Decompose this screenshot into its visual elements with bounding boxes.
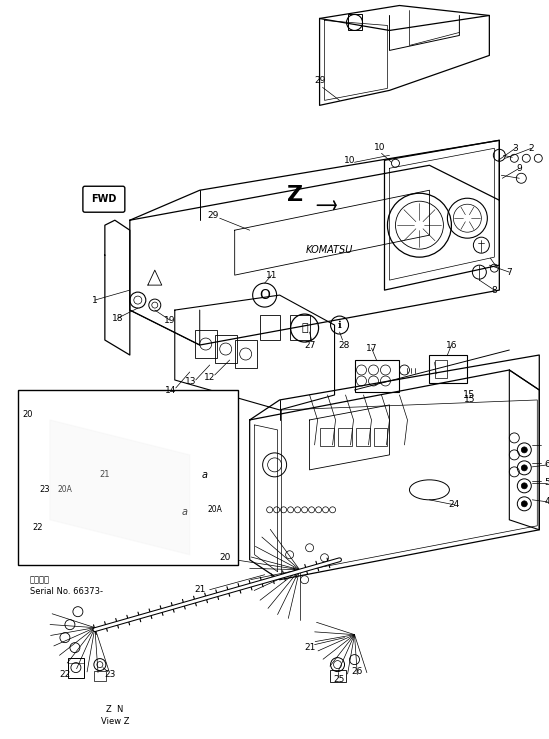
Text: a: a [201,470,208,480]
Text: 11: 11 [266,270,277,279]
Text: 20A: 20A [208,505,222,514]
Text: 24: 24 [449,500,460,509]
FancyBboxPatch shape [83,186,125,212]
Text: 20: 20 [219,554,231,562]
Text: Z  N: Z N [106,705,124,714]
Text: 再起当机: 再起当机 [30,575,50,585]
Text: a: a [182,507,188,517]
Text: 21: 21 [194,585,205,594]
Text: 9: 9 [517,164,522,173]
Text: 27: 27 [304,341,315,350]
Bar [373,428,388,446]
Text: 21: 21 [304,643,315,652]
Text: 7: 7 [506,268,512,276]
Text: 8: 8 [491,285,497,295]
Text: ⓞ: ⓞ [301,323,308,333]
Text: 15: 15 [463,395,475,404]
Text: O: O [259,288,270,302]
Circle shape [522,483,527,488]
Text: 22: 22 [33,523,43,532]
Text: 6: 6 [545,460,549,469]
Bar [429,355,467,383]
Text: 20A: 20A [58,486,72,494]
Text: FWD: FWD [91,194,116,204]
Text: 14: 14 [165,386,176,395]
Text: 19: 19 [164,316,176,324]
Bar [68,658,84,678]
Bar [33,535,45,549]
Text: 10: 10 [374,143,385,151]
Bar [18,390,238,565]
Bar [234,340,256,368]
Text: 29: 29 [207,211,219,219]
Text: 16: 16 [446,341,457,350]
Text: 28: 28 [339,341,350,350]
Bar [195,330,217,358]
Bar [355,360,400,392]
Bar [329,670,345,681]
Text: ℹ: ℹ [338,320,341,330]
Text: View Z: View Z [100,717,129,726]
Bar [320,428,334,446]
Text: 13: 13 [185,378,197,386]
Text: 1: 1 [92,296,98,304]
Circle shape [522,501,527,507]
Bar [260,315,279,340]
Text: 10: 10 [344,156,355,165]
Bar [338,428,351,446]
Text: 25: 25 [334,675,345,684]
Text: Serial No. 66373-: Serial No. 66373- [30,588,103,596]
Circle shape [522,465,527,471]
Text: 12: 12 [204,373,215,383]
Text: 5: 5 [545,478,549,487]
Bar [348,15,362,30]
Bar [356,428,369,446]
Text: 17: 17 [366,344,377,353]
Text: 20: 20 [23,410,33,420]
Text: 3: 3 [512,144,518,153]
Bar [290,315,310,340]
Text: 15: 15 [463,390,475,400]
Text: 18: 18 [112,313,124,322]
Text: 26: 26 [352,667,363,676]
Text: Z: Z [287,185,302,205]
Bar [215,335,237,363]
Text: 22: 22 [59,670,70,679]
Text: 29: 29 [314,76,325,85]
Text: 23: 23 [104,670,115,679]
Bar [94,670,106,681]
Circle shape [522,447,527,453]
Text: 23: 23 [40,486,51,494]
Text: KOMATSU: KOMATSU [306,245,353,255]
Text: 4: 4 [545,497,549,506]
Text: 2: 2 [529,144,534,153]
Polygon shape [50,420,190,555]
Text: 21: 21 [99,470,110,480]
Bar [435,360,447,378]
